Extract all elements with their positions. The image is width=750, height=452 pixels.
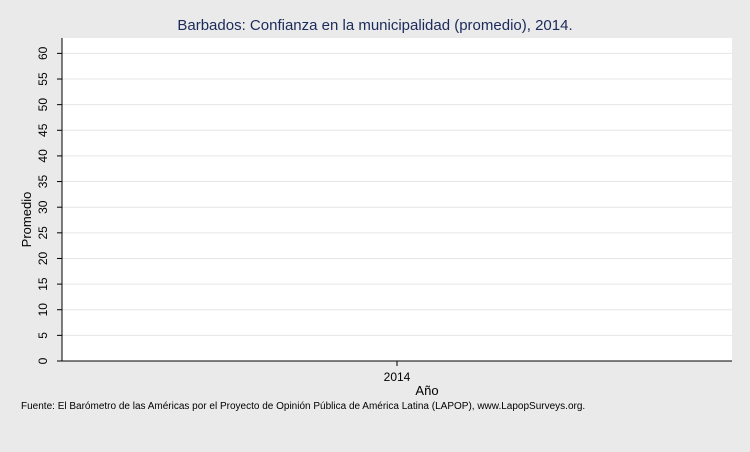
source-note: Fuente: El Barómetro de las Américas por… [21,401,586,412]
y-tick-label: 5 [36,332,50,339]
y-tick-label: 0 [36,357,50,364]
y-tick-label: 10 [36,303,50,317]
y-tick-label: 20 [36,251,50,265]
y-tick-label: 15 [36,277,50,291]
x-axis-label: Año [415,383,438,398]
y-tick-label: 50 [36,98,50,112]
y-tick-label: 25 [36,226,50,240]
y-tick-label: 55 [36,72,50,86]
x-tick-label: 2014 [384,370,411,384]
y-tick-label: 45 [36,123,50,137]
plot-area [62,38,732,361]
y-tick-label: 40 [36,149,50,163]
chart-title: Barbados: Confianza en la municipalidad … [177,17,573,34]
y-tick-label: 30 [36,200,50,214]
y-tick-label: 60 [36,46,50,60]
y-tick-label: 35 [36,175,50,189]
y-axis-label: Promedio [19,192,34,248]
